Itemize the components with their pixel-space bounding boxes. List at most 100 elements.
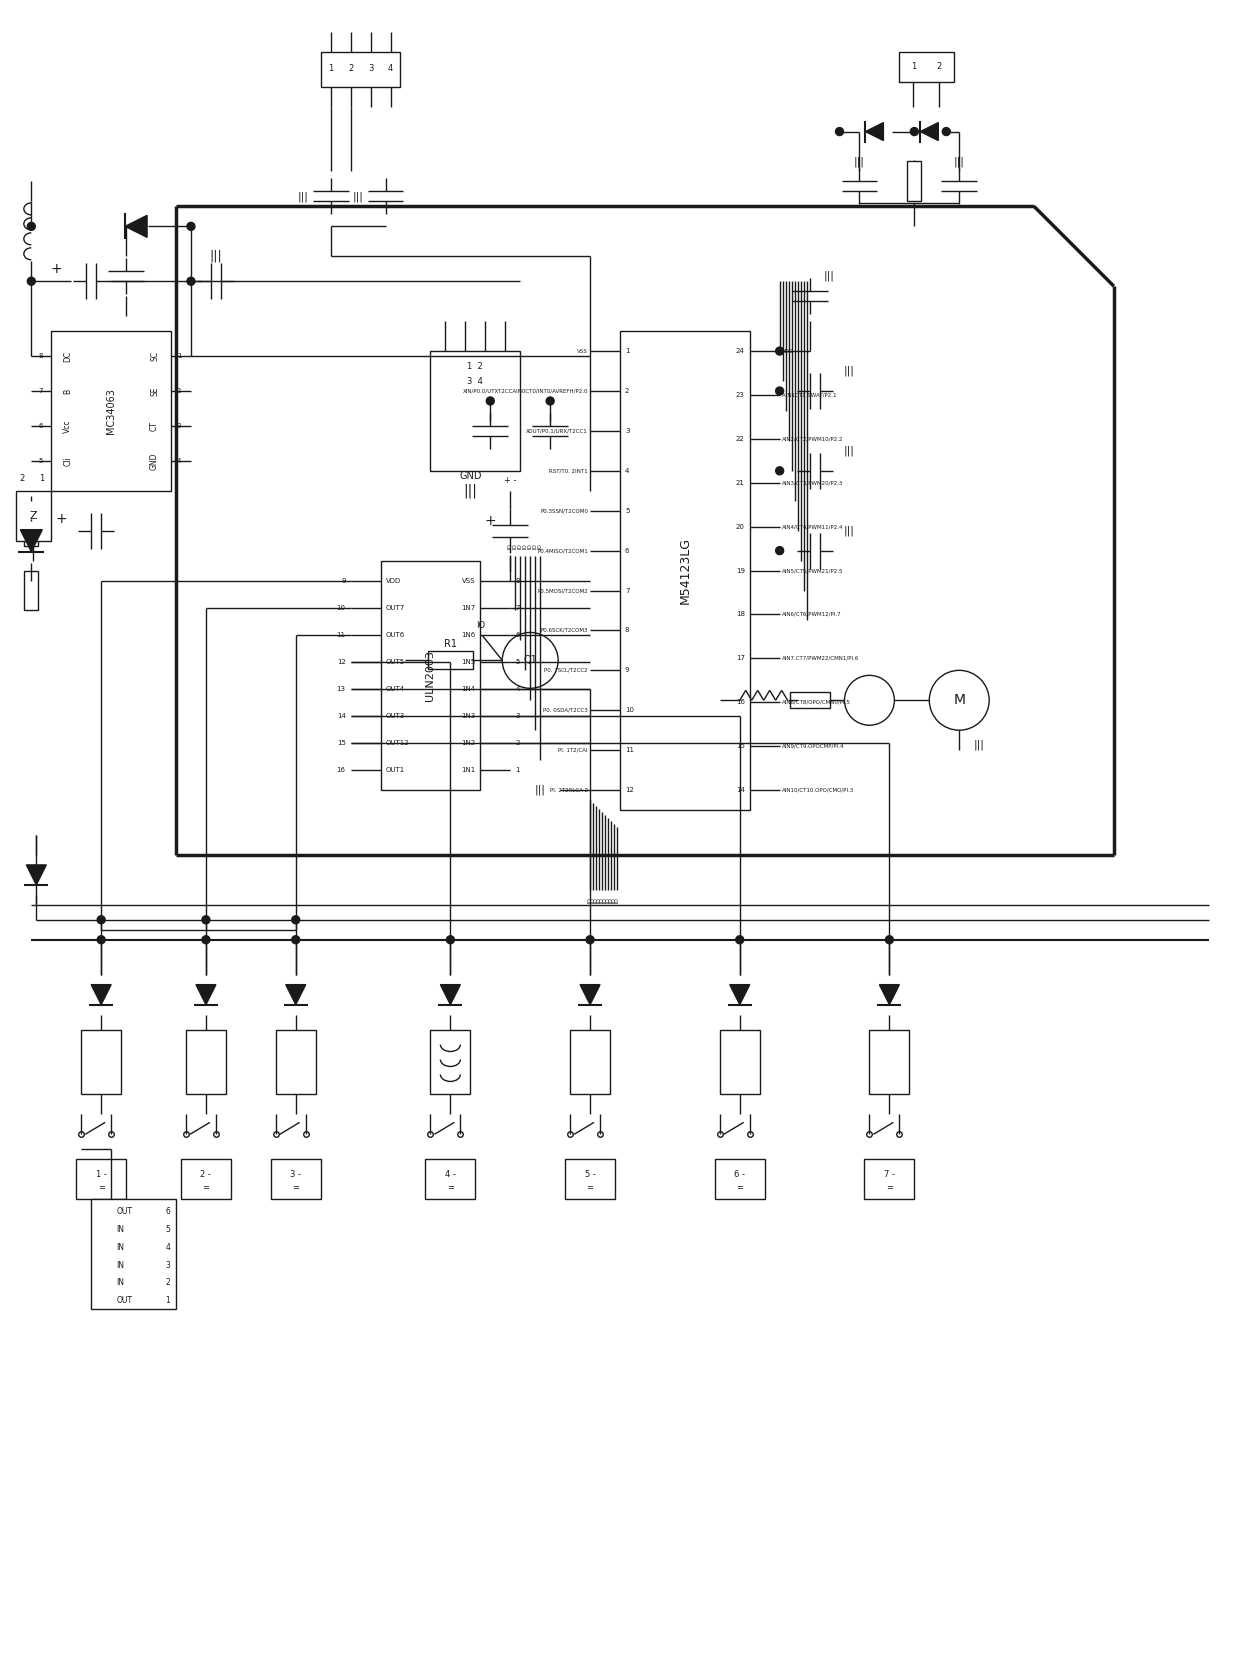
Text: 15: 15	[337, 741, 346, 746]
Text: 4: 4	[388, 65, 393, 73]
Text: 11: 11	[336, 631, 346, 638]
Text: 23: 23	[735, 393, 745, 398]
Text: 1: 1	[177, 353, 181, 360]
Text: SE: SE	[150, 386, 159, 396]
Text: M54123LG: M54123LG	[678, 537, 692, 605]
Text: 10: 10	[336, 605, 346, 611]
Bar	[381, 560, 480, 790]
Text: P0. 0SDA/T2CC3: P0. 0SDA/T2CC3	[543, 708, 588, 713]
Bar	[81, 1029, 122, 1094]
Text: 8: 8	[516, 578, 520, 583]
Text: |||: |||	[954, 156, 965, 167]
Text: AIN6/CT6/PWM12/PI.7: AIN6/CT6/PWM12/PI.7	[781, 611, 841, 616]
Text: 9: 9	[625, 668, 630, 673]
Text: 5: 5	[516, 659, 520, 664]
Text: P0. 7SCL/T2CC2: P0. 7SCL/T2CC2	[544, 668, 588, 673]
Text: GND: GND	[150, 452, 159, 469]
Text: |||: |||	[352, 191, 363, 202]
Text: |||: |||	[844, 446, 854, 456]
Text: =: =	[587, 1183, 594, 1191]
Text: 13: 13	[336, 686, 346, 693]
Text: =: =	[202, 1183, 210, 1191]
Circle shape	[885, 936, 893, 944]
Polygon shape	[866, 123, 883, 141]
Text: 3: 3	[166, 1261, 170, 1269]
Circle shape	[776, 388, 784, 394]
Text: IO: IO	[518, 543, 523, 548]
Text: 5: 5	[625, 507, 630, 514]
Bar	[908, 161, 921, 202]
Bar	[430, 351, 521, 471]
Bar	[92, 1200, 176, 1309]
Text: |||: |||	[854, 156, 864, 167]
Bar	[16, 490, 51, 540]
Bar	[899, 51, 955, 81]
Text: OUT: OUT	[117, 1206, 133, 1216]
Polygon shape	[125, 215, 148, 237]
Circle shape	[486, 398, 495, 404]
Polygon shape	[440, 984, 460, 1004]
Text: =: =	[98, 1183, 104, 1191]
Text: 9: 9	[341, 578, 346, 583]
Text: 2: 2	[348, 65, 353, 73]
Text: VSS: VSS	[461, 578, 475, 583]
Text: IO: IO	[611, 896, 616, 903]
Bar	[25, 505, 38, 545]
Polygon shape	[20, 530, 42, 552]
Circle shape	[587, 936, 594, 944]
Text: OUT6: OUT6	[386, 631, 404, 638]
Text: 1 -: 1 -	[95, 1170, 107, 1178]
Circle shape	[735, 936, 744, 944]
Text: IO: IO	[590, 896, 595, 903]
Circle shape	[291, 916, 300, 925]
Text: B: B	[63, 388, 72, 394]
Text: GND: GND	[459, 471, 481, 481]
Circle shape	[202, 936, 210, 944]
Text: 1N1: 1N1	[461, 767, 475, 774]
Text: 2: 2	[20, 474, 25, 484]
Text: IN: IN	[117, 1243, 124, 1251]
Text: 4: 4	[625, 467, 630, 474]
Polygon shape	[730, 984, 750, 1004]
Text: VSS: VSS	[578, 348, 588, 353]
Polygon shape	[920, 123, 939, 141]
Text: AIN8/CT8/OPO/CMN0/PI.5: AIN8/CT8/OPO/CMN0/PI.5	[781, 699, 851, 704]
Circle shape	[291, 936, 300, 944]
Text: IO: IO	[538, 543, 543, 548]
Text: 1: 1	[166, 1296, 170, 1306]
Text: |||: |||	[534, 785, 546, 795]
Text: IN: IN	[117, 1225, 124, 1233]
Text: 4: 4	[166, 1243, 170, 1251]
Bar	[430, 1029, 470, 1094]
Text: IO: IO	[615, 896, 620, 903]
Text: VDD: VDD	[781, 348, 794, 353]
Text: IO: IO	[594, 896, 599, 903]
Text: M: M	[954, 693, 965, 708]
Text: PI. 2T2RLCA 2: PI. 2T2RLCA 2	[551, 787, 588, 792]
Text: 16: 16	[336, 767, 346, 774]
Circle shape	[187, 222, 195, 230]
Text: 2: 2	[177, 388, 181, 394]
Text: OUT4: OUT4	[386, 686, 404, 693]
Text: P0.5MOSI/T2COM2: P0.5MOSI/T2COM2	[537, 588, 588, 593]
Text: IO: IO	[588, 896, 593, 903]
Text: 16: 16	[735, 699, 745, 706]
Bar	[270, 1160, 321, 1200]
Text: +: +	[56, 512, 67, 525]
Bar	[714, 1160, 765, 1200]
Circle shape	[546, 398, 554, 404]
Text: 17: 17	[735, 656, 745, 661]
Text: IO: IO	[609, 896, 614, 903]
Text: +: +	[485, 514, 496, 527]
Bar	[869, 1029, 909, 1094]
Text: |||: |||	[464, 484, 477, 499]
Text: 3: 3	[625, 428, 630, 434]
Text: IO: IO	[533, 543, 538, 548]
Bar	[790, 693, 830, 708]
Bar	[565, 1160, 615, 1200]
Text: 7: 7	[38, 388, 43, 394]
Text: OUT1: OUT1	[386, 767, 404, 774]
Text: 3: 3	[516, 713, 520, 719]
Text: 21: 21	[735, 481, 745, 486]
Polygon shape	[92, 984, 112, 1004]
